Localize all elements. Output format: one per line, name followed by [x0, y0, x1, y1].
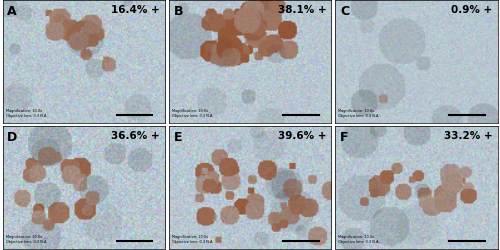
Text: A: A — [8, 5, 17, 18]
Text: B: B — [174, 5, 183, 18]
Text: 0.9% +: 0.9% + — [452, 5, 492, 15]
Text: Magnification: 10.0x
Objective lens: 0.3 N.A.: Magnification: 10.0x Objective lens: 0.3… — [172, 234, 214, 243]
Text: 16.4% +: 16.4% + — [111, 5, 160, 15]
Text: Magnification: 10.0x
Objective lens: 0.3 N.A.: Magnification: 10.0x Objective lens: 0.3… — [338, 234, 380, 243]
Text: 38.1% +: 38.1% + — [278, 5, 326, 15]
Text: 36.6% +: 36.6% + — [112, 130, 160, 140]
Text: D: D — [8, 130, 18, 143]
Text: Magnification: 10.0x
Objective lens: 0.3 N.A.: Magnification: 10.0x Objective lens: 0.3… — [6, 108, 47, 117]
Text: Magnification: 10.0x
Objective lens: 0.3 N.A.: Magnification: 10.0x Objective lens: 0.3… — [6, 234, 47, 243]
Text: 33.2% +: 33.2% + — [444, 130, 492, 140]
Text: F: F — [340, 130, 348, 143]
Text: C: C — [340, 5, 349, 18]
Text: Magnification: 10.0x
Objective lens: 0.3 N.A.: Magnification: 10.0x Objective lens: 0.3… — [338, 108, 380, 117]
Text: 39.6% +: 39.6% + — [278, 130, 326, 140]
Text: Magnification: 10.0x
Objective lens: 0.3 N.A.: Magnification: 10.0x Objective lens: 0.3… — [172, 108, 214, 117]
Text: E: E — [174, 130, 182, 143]
